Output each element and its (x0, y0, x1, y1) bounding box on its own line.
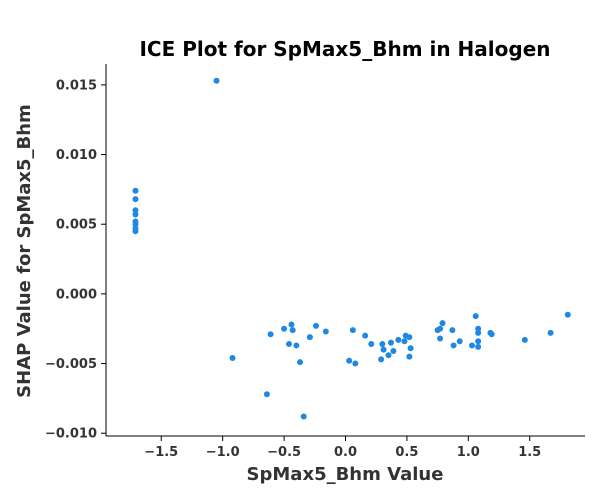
y-tick-label: 0.005 (56, 218, 97, 233)
data-point (437, 325, 444, 332)
data-point (387, 339, 394, 346)
data-point (472, 313, 479, 320)
chart-title: ICE Plot for SpMax5_Bhm in Halogen (139, 37, 550, 61)
data-point (390, 348, 397, 355)
data-point (322, 328, 329, 335)
data-point (300, 413, 307, 420)
data-point (288, 321, 295, 328)
data-point (488, 331, 495, 338)
axes-spines (105, 64, 585, 437)
data-point (229, 354, 236, 361)
data-point (293, 342, 300, 349)
data-point (132, 187, 139, 194)
data-point (385, 352, 392, 359)
data-point (395, 336, 402, 343)
data-point (297, 359, 304, 366)
data-point (475, 325, 482, 332)
data-point (406, 334, 413, 341)
data-point (401, 338, 408, 345)
x-tick-label: 1.0 (457, 445, 480, 460)
data-point (469, 342, 476, 349)
data-point (437, 335, 444, 342)
x-tick-label: 1.5 (518, 445, 541, 460)
data-point (475, 343, 482, 350)
data-point (450, 342, 457, 349)
data-point (456, 338, 463, 345)
data-point (346, 357, 353, 364)
data-point (313, 322, 320, 329)
data-point (132, 221, 139, 228)
x-tick-label: 0.5 (395, 445, 418, 460)
data-point (132, 211, 139, 218)
y-tick-label: −0.005 (45, 357, 97, 372)
y-tick-label: −0.010 (45, 427, 97, 442)
data-point (352, 360, 359, 367)
y-tick-label: 0.015 (56, 78, 97, 93)
x-tick-label: −1.0 (206, 445, 240, 460)
x-tick-label: 0.0 (334, 445, 357, 460)
data-point (449, 327, 456, 334)
y-axis-label: SHAP Value for SpMax5_Bhm (14, 104, 35, 398)
data-point (368, 341, 375, 348)
data-point (379, 341, 386, 348)
data-point (564, 311, 571, 318)
data-point (286, 341, 293, 348)
data-point (267, 331, 274, 338)
data-point (349, 327, 356, 334)
data-point (475, 329, 482, 336)
data-point (547, 329, 554, 336)
data-point (378, 356, 385, 363)
data-point (521, 336, 528, 343)
data-point (263, 391, 270, 398)
data-point (306, 334, 313, 341)
x-tick-label: −1.5 (144, 445, 178, 460)
x-axis-label: SpMax5_Bhm Value (247, 464, 444, 485)
data-point (281, 325, 288, 332)
data-points (132, 77, 571, 420)
data-point (475, 338, 482, 345)
x-axis-ticks: −1.5 −1.0 −0.5 0.0 0.5 1.0 1.5 (144, 436, 541, 460)
data-point (407, 345, 414, 352)
y-tick-label: 0.000 (56, 287, 97, 302)
data-point (406, 353, 413, 360)
y-axis-ticks: −0.010 −0.005 0.000 0.005 0.010 0.015 (45, 78, 106, 442)
data-point (439, 320, 446, 327)
data-point (132, 228, 139, 235)
data-point (132, 207, 139, 214)
data-point (380, 346, 387, 353)
data-point (362, 332, 369, 339)
data-point (213, 77, 220, 84)
data-point (132, 196, 139, 203)
data-point (289, 327, 296, 334)
y-tick-label: 0.010 (56, 148, 97, 163)
x-tick-label: −0.5 (267, 445, 301, 460)
